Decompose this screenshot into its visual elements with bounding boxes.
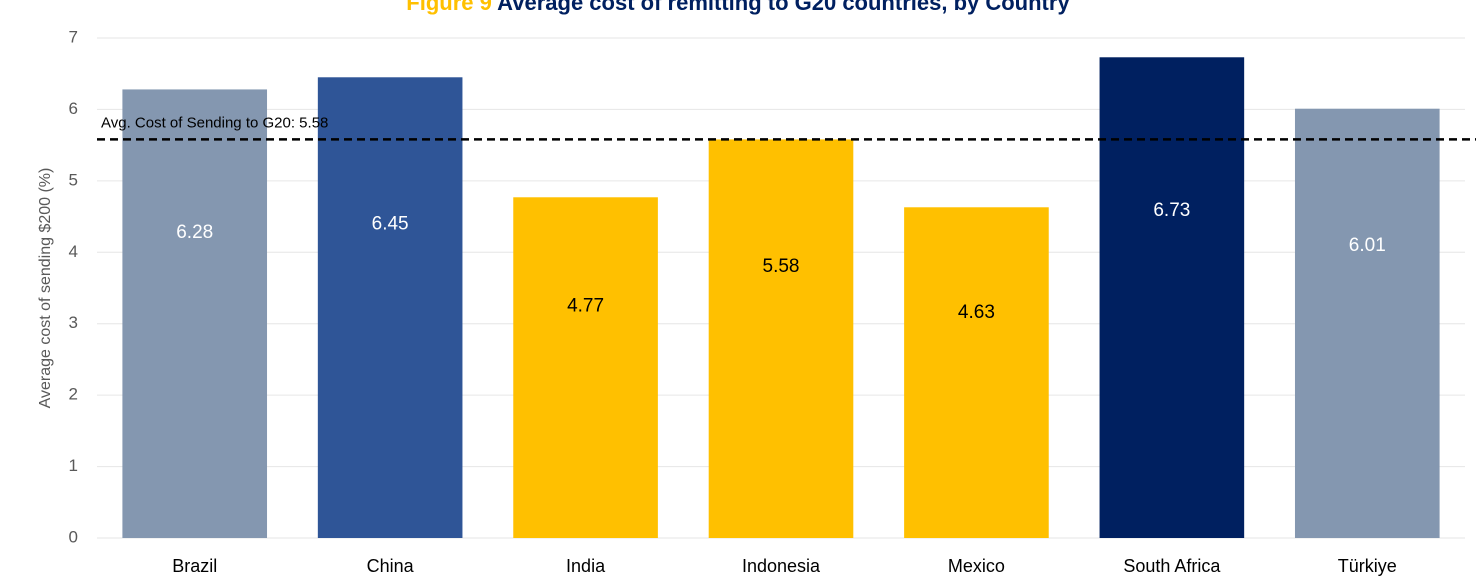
value-label: 6.73 bbox=[1153, 200, 1190, 221]
chart-title: Figure 9 Average cost of remitting to G2… bbox=[406, 0, 1070, 15]
bar bbox=[513, 197, 658, 539]
x-tick-label: Türkiye bbox=[1338, 556, 1397, 576]
bar bbox=[1294, 108, 1440, 538]
reference-label: Avg. Cost of Sending to G20: 5.58 bbox=[101, 114, 328, 131]
y-tick-label: 4 bbox=[69, 242, 78, 261]
y-tick-label: 2 bbox=[69, 385, 78, 404]
y-tick-label: 5 bbox=[69, 170, 78, 189]
y-tick-label: 7 bbox=[69, 27, 78, 46]
figure-label: Figure 9 bbox=[406, 0, 492, 15]
y-axis-label: Average cost of sending $200 (%) bbox=[37, 168, 54, 409]
x-tick-label: China bbox=[367, 556, 415, 576]
value-label: 5.58 bbox=[763, 256, 800, 277]
y-tick-label: 0 bbox=[69, 527, 78, 546]
value-label: 6.28 bbox=[176, 222, 213, 243]
y-tick-label: 3 bbox=[69, 313, 78, 332]
x-tick-label: Brazil bbox=[172, 556, 217, 576]
bar bbox=[1099, 57, 1245, 539]
x-tick-label: Indonesia bbox=[742, 556, 821, 576]
y-tick-label: 6 bbox=[69, 99, 78, 118]
value-label: 6.45 bbox=[372, 214, 409, 235]
x-tick-label: India bbox=[566, 556, 606, 576]
value-label: 4.63 bbox=[958, 302, 995, 323]
x-tick-label: Mexico bbox=[948, 556, 1005, 576]
value-label: 4.77 bbox=[567, 295, 604, 316]
bar bbox=[708, 139, 854, 538]
bar bbox=[122, 89, 268, 538]
bar bbox=[904, 207, 1049, 539]
title-text: Average cost of remitting to G20 countri… bbox=[497, 0, 1070, 15]
value-label: 6.01 bbox=[1349, 235, 1386, 256]
y-tick-label: 1 bbox=[69, 456, 78, 475]
x-tick-label: South Africa bbox=[1123, 556, 1221, 576]
bar bbox=[317, 77, 463, 539]
